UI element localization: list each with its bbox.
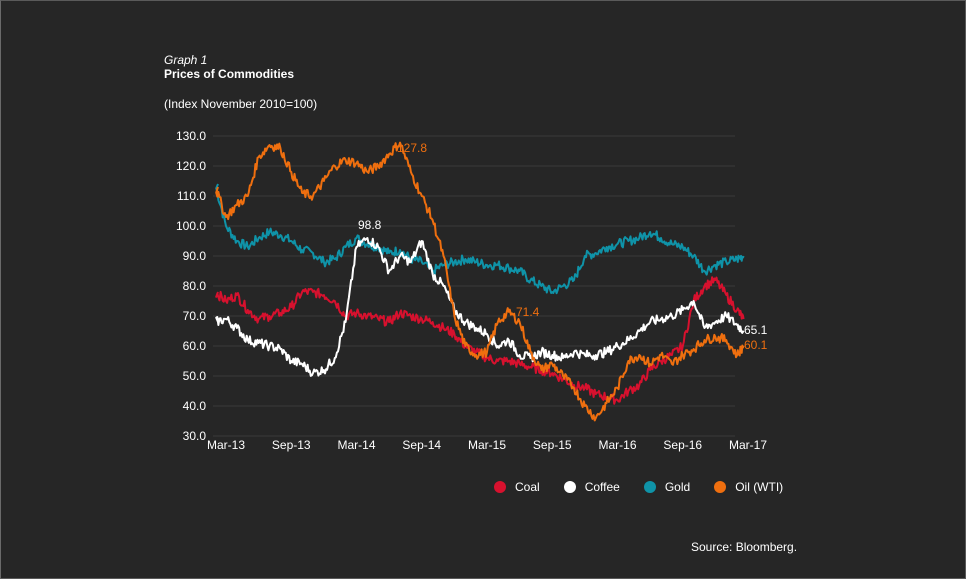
- data-label: 98.8: [358, 218, 382, 232]
- legend-label: Coal: [515, 480, 540, 494]
- x-tick-label: Mar-17: [729, 438, 767, 452]
- y-axis-ticks: 130.0 120.0 110.0 100.0 90.0 80.0 70.0 60.0 50.0…: [176, 129, 206, 443]
- y-tick-label: 30.0: [183, 429, 207, 443]
- x-tick-label: Sep-14: [402, 438, 441, 452]
- y-tick-label: 110.0: [177, 189, 206, 203]
- oil-dot-icon: [714, 481, 727, 493]
- legend-label: Coffee: [584, 480, 620, 494]
- x-tick-label: Sep-16: [663, 438, 702, 452]
- legend-item-coffee[interactable]: Coffee: [563, 480, 620, 494]
- x-axis-ticks: Mar-13 Sep-13 Mar-14 Sep-14 Mar-15 Sep-15 Mar-…: [207, 438, 767, 452]
- series-lines: [215, 141, 745, 422]
- x-tick-label: Mar-15: [468, 438, 506, 452]
- graph-number-label: Graph 1: [164, 53, 208, 67]
- series-line-oil-wti: [215, 141, 745, 422]
- coffee-dot-icon: [563, 481, 576, 493]
- legend-label: Gold: [664, 480, 691, 494]
- source-note: Source: Bloomberg.: [691, 540, 798, 554]
- gridlines: [213, 135, 735, 437]
- chart-title: Prices of Commodities: [164, 67, 295, 81]
- legend-item-oil[interactable]: Oil (WTI): [714, 480, 783, 494]
- data-label: 60.1: [744, 338, 768, 352]
- annotations: 127.8 98.8 71.4 65.160.1: [358, 141, 768, 352]
- y-tick-label: 70.0: [183, 309, 207, 323]
- y-tick-label: 60.0: [183, 339, 207, 353]
- y-tick-label: 50.0: [183, 369, 207, 383]
- gold-dot-icon: [643, 481, 656, 493]
- x-tick-label: Mar-13: [207, 438, 245, 452]
- y-tick-label: 100.0: [176, 219, 206, 233]
- series-line-coffee: [215, 237, 745, 377]
- legend-item-coal[interactable]: Coal: [494, 480, 540, 494]
- x-tick-label: Mar-16: [598, 438, 636, 452]
- legend-item-gold[interactable]: Gold: [643, 480, 691, 494]
- x-tick-label: Mar-14: [337, 438, 375, 452]
- y-tick-label: 90.0: [183, 249, 207, 263]
- coal-dot-icon: [494, 481, 506, 493]
- legend-label: Oil (WTI): [735, 480, 784, 494]
- chart-subtitle: (Index November 2010=100): [164, 97, 318, 111]
- data-label: 127.8: [397, 141, 427, 155]
- series-line-coal: [215, 276, 745, 405]
- legend: Coal Coffee Gold Oil (WTI): [494, 480, 807, 494]
- x-tick-label: Sep-13: [272, 438, 311, 452]
- y-tick-label: 130.0: [176, 129, 206, 143]
- y-tick-label: 80.0: [183, 279, 207, 293]
- y-tick-label: 40.0: [183, 399, 207, 413]
- x-tick-label: Sep-15: [533, 438, 572, 452]
- series-line-gold: [215, 183, 745, 295]
- data-label: 71.4: [516, 305, 540, 319]
- y-tick-label: 120.0: [176, 159, 206, 173]
- data-label: 65.1: [744, 323, 768, 337]
